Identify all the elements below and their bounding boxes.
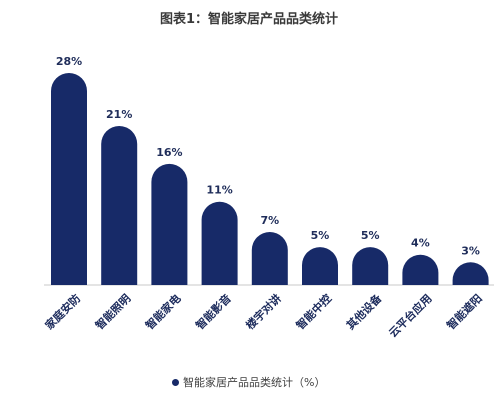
bar-6 [302,247,338,285]
bar-1 [51,73,87,285]
bar-9 [452,262,489,285]
bar-3 [151,163,188,285]
category-label-4: 智能影音 [193,291,234,332]
category-label-7: 其他设备 [343,291,385,333]
bar-4 [201,201,238,285]
category-label-1: 家庭安防 [42,291,83,332]
data-label-3: 16% [156,146,182,159]
legend-swatch [172,378,179,386]
bar-7 [352,247,389,285]
data-label-6: 5% [311,229,330,242]
bar-2 [101,126,138,285]
data-label-7: 5% [361,229,380,242]
category-label-3: 智能家电 [143,291,184,332]
data-label-2: 21% [106,108,132,121]
category-label-8: 云平台应用 [386,291,435,340]
data-label-8: 4% [411,237,430,250]
legend-label: 智能家居产品品类统计（%） [183,376,326,389]
bar-8 [402,254,439,285]
category-label-5: 楼宇对讲 [243,291,284,332]
chart-legend: 智能家居产品品类统计（%） [172,374,325,390]
data-label-9: 3% [461,244,480,257]
category-label-2: 智能照明 [92,291,133,332]
category-label-9: 智能遮阳 [444,291,485,332]
category-label-6: 智能中控 [293,291,334,332]
data-label-4: 11% [206,184,232,197]
data-label-1: 28% [56,55,82,68]
bar-5 [251,232,288,285]
data-label-5: 7% [260,214,279,227]
chart-title: 图表1：智能家居产品品类统计 [159,12,339,27]
